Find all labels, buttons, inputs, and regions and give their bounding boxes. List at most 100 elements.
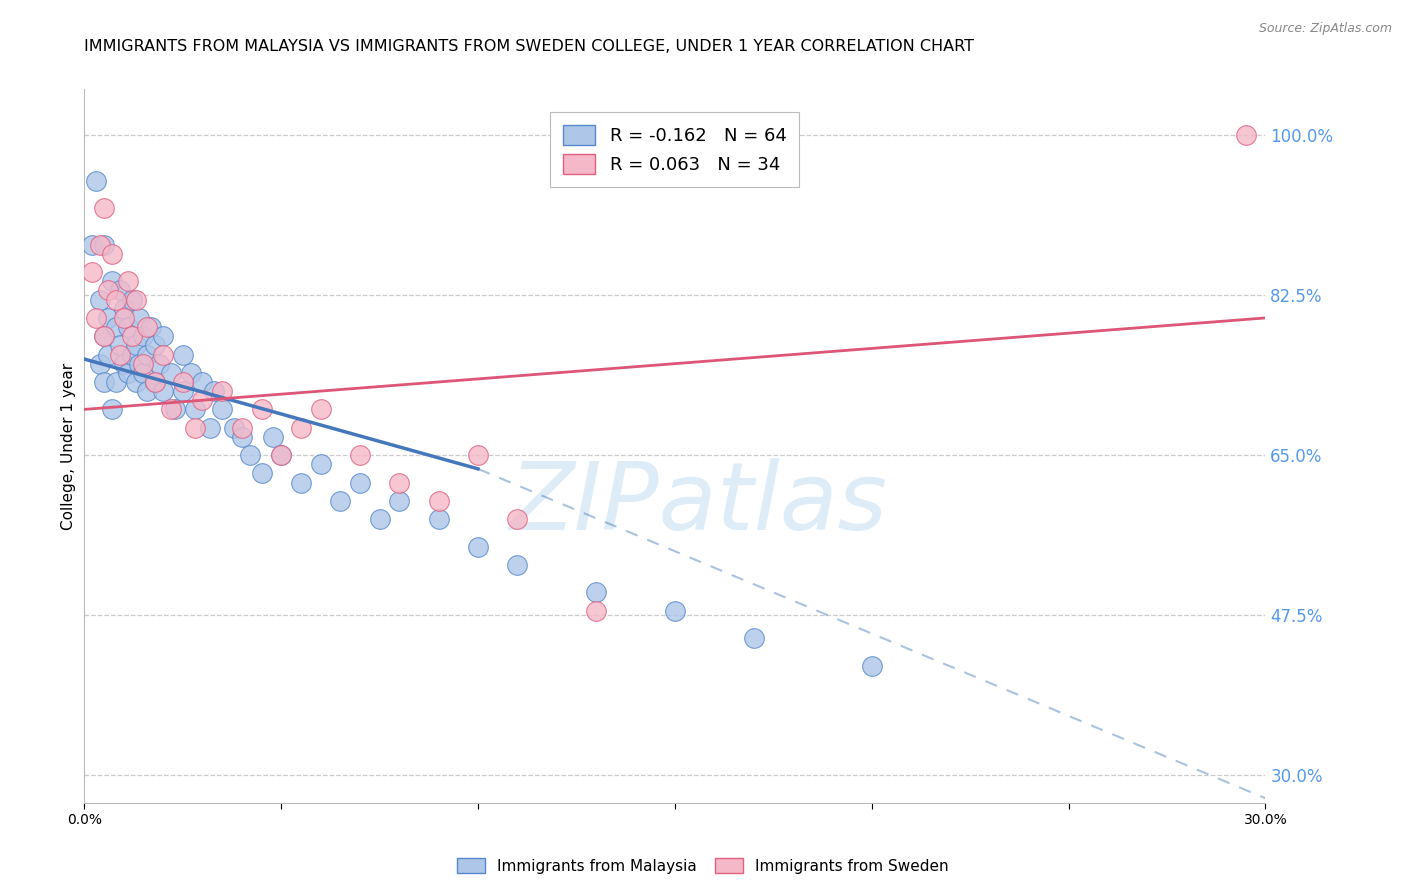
Point bbox=[270, 448, 292, 462]
Point bbox=[1234, 128, 1257, 142]
Point bbox=[143, 375, 166, 389]
Point bbox=[231, 430, 253, 444]
Point bbox=[388, 475, 411, 490]
Point bbox=[152, 384, 174, 398]
Point bbox=[93, 329, 115, 343]
Point bbox=[108, 347, 131, 361]
Point bbox=[349, 475, 371, 490]
Point bbox=[270, 448, 292, 462]
Point bbox=[143, 338, 166, 352]
Point bbox=[93, 237, 115, 252]
Point bbox=[132, 366, 155, 380]
Point bbox=[93, 375, 115, 389]
Point bbox=[132, 329, 155, 343]
Point bbox=[172, 347, 194, 361]
Text: IMMIGRANTS FROM MALAYSIA VS IMMIGRANTS FROM SWEDEN COLLEGE, UNDER 1 YEAR CORRELA: IMMIGRANTS FROM MALAYSIA VS IMMIGRANTS F… bbox=[84, 38, 974, 54]
Point bbox=[329, 494, 352, 508]
Point bbox=[93, 201, 115, 215]
Point bbox=[136, 347, 159, 361]
Point bbox=[180, 366, 202, 380]
Point bbox=[136, 384, 159, 398]
Point bbox=[200, 420, 222, 434]
Point bbox=[124, 375, 146, 389]
Legend: R = -0.162   N = 64, R = 0.063   N = 34: R = -0.162 N = 64, R = 0.063 N = 34 bbox=[550, 112, 800, 186]
Point bbox=[160, 366, 183, 380]
Y-axis label: College, Under 1 year: College, Under 1 year bbox=[60, 362, 76, 530]
Point bbox=[211, 402, 233, 417]
Point bbox=[231, 420, 253, 434]
Point bbox=[664, 604, 686, 618]
Point bbox=[152, 347, 174, 361]
Point bbox=[152, 329, 174, 343]
Point bbox=[108, 284, 131, 298]
Point bbox=[290, 420, 312, 434]
Point bbox=[101, 247, 124, 261]
Point bbox=[250, 402, 273, 417]
Point bbox=[101, 274, 124, 288]
Point bbox=[160, 402, 183, 417]
Point bbox=[84, 310, 107, 325]
Point bbox=[112, 301, 135, 316]
Point bbox=[82, 265, 104, 279]
Point bbox=[742, 631, 765, 645]
Point bbox=[191, 375, 214, 389]
Point bbox=[132, 357, 155, 371]
Point bbox=[222, 420, 245, 434]
Point bbox=[112, 357, 135, 371]
Point bbox=[183, 420, 205, 434]
Point bbox=[97, 284, 120, 298]
Point bbox=[128, 357, 150, 371]
Point bbox=[117, 274, 139, 288]
Point bbox=[124, 338, 146, 352]
Point bbox=[121, 293, 143, 307]
Point bbox=[860, 658, 883, 673]
Point bbox=[143, 375, 166, 389]
Point bbox=[117, 320, 139, 334]
Point bbox=[388, 494, 411, 508]
Point bbox=[506, 558, 529, 572]
Point bbox=[136, 320, 159, 334]
Point bbox=[585, 604, 607, 618]
Point bbox=[141, 320, 163, 334]
Point bbox=[89, 357, 111, 371]
Point bbox=[97, 310, 120, 325]
Point bbox=[427, 494, 450, 508]
Point bbox=[467, 540, 489, 554]
Point bbox=[89, 293, 111, 307]
Point bbox=[104, 293, 127, 307]
Point bbox=[427, 512, 450, 526]
Point bbox=[506, 512, 529, 526]
Point bbox=[117, 366, 139, 380]
Point bbox=[239, 448, 262, 462]
Point bbox=[124, 293, 146, 307]
Point bbox=[148, 357, 170, 371]
Point bbox=[202, 384, 225, 398]
Point bbox=[128, 310, 150, 325]
Point bbox=[108, 338, 131, 352]
Point bbox=[89, 237, 111, 252]
Point bbox=[121, 329, 143, 343]
Point bbox=[349, 448, 371, 462]
Point bbox=[183, 402, 205, 417]
Point bbox=[101, 402, 124, 417]
Point bbox=[290, 475, 312, 490]
Point bbox=[262, 430, 284, 444]
Point bbox=[467, 448, 489, 462]
Point bbox=[121, 347, 143, 361]
Point bbox=[93, 329, 115, 343]
Point bbox=[163, 402, 186, 417]
Text: Source: ZipAtlas.com: Source: ZipAtlas.com bbox=[1258, 22, 1392, 36]
Point bbox=[172, 384, 194, 398]
Point bbox=[104, 375, 127, 389]
Point bbox=[309, 402, 332, 417]
Point bbox=[250, 467, 273, 481]
Point bbox=[191, 393, 214, 408]
Point bbox=[97, 347, 120, 361]
Point bbox=[585, 585, 607, 599]
Point bbox=[309, 458, 332, 472]
Point bbox=[84, 174, 107, 188]
Point bbox=[112, 310, 135, 325]
Point bbox=[82, 237, 104, 252]
Point bbox=[211, 384, 233, 398]
Text: ZIPatlas: ZIPatlas bbox=[509, 458, 887, 549]
